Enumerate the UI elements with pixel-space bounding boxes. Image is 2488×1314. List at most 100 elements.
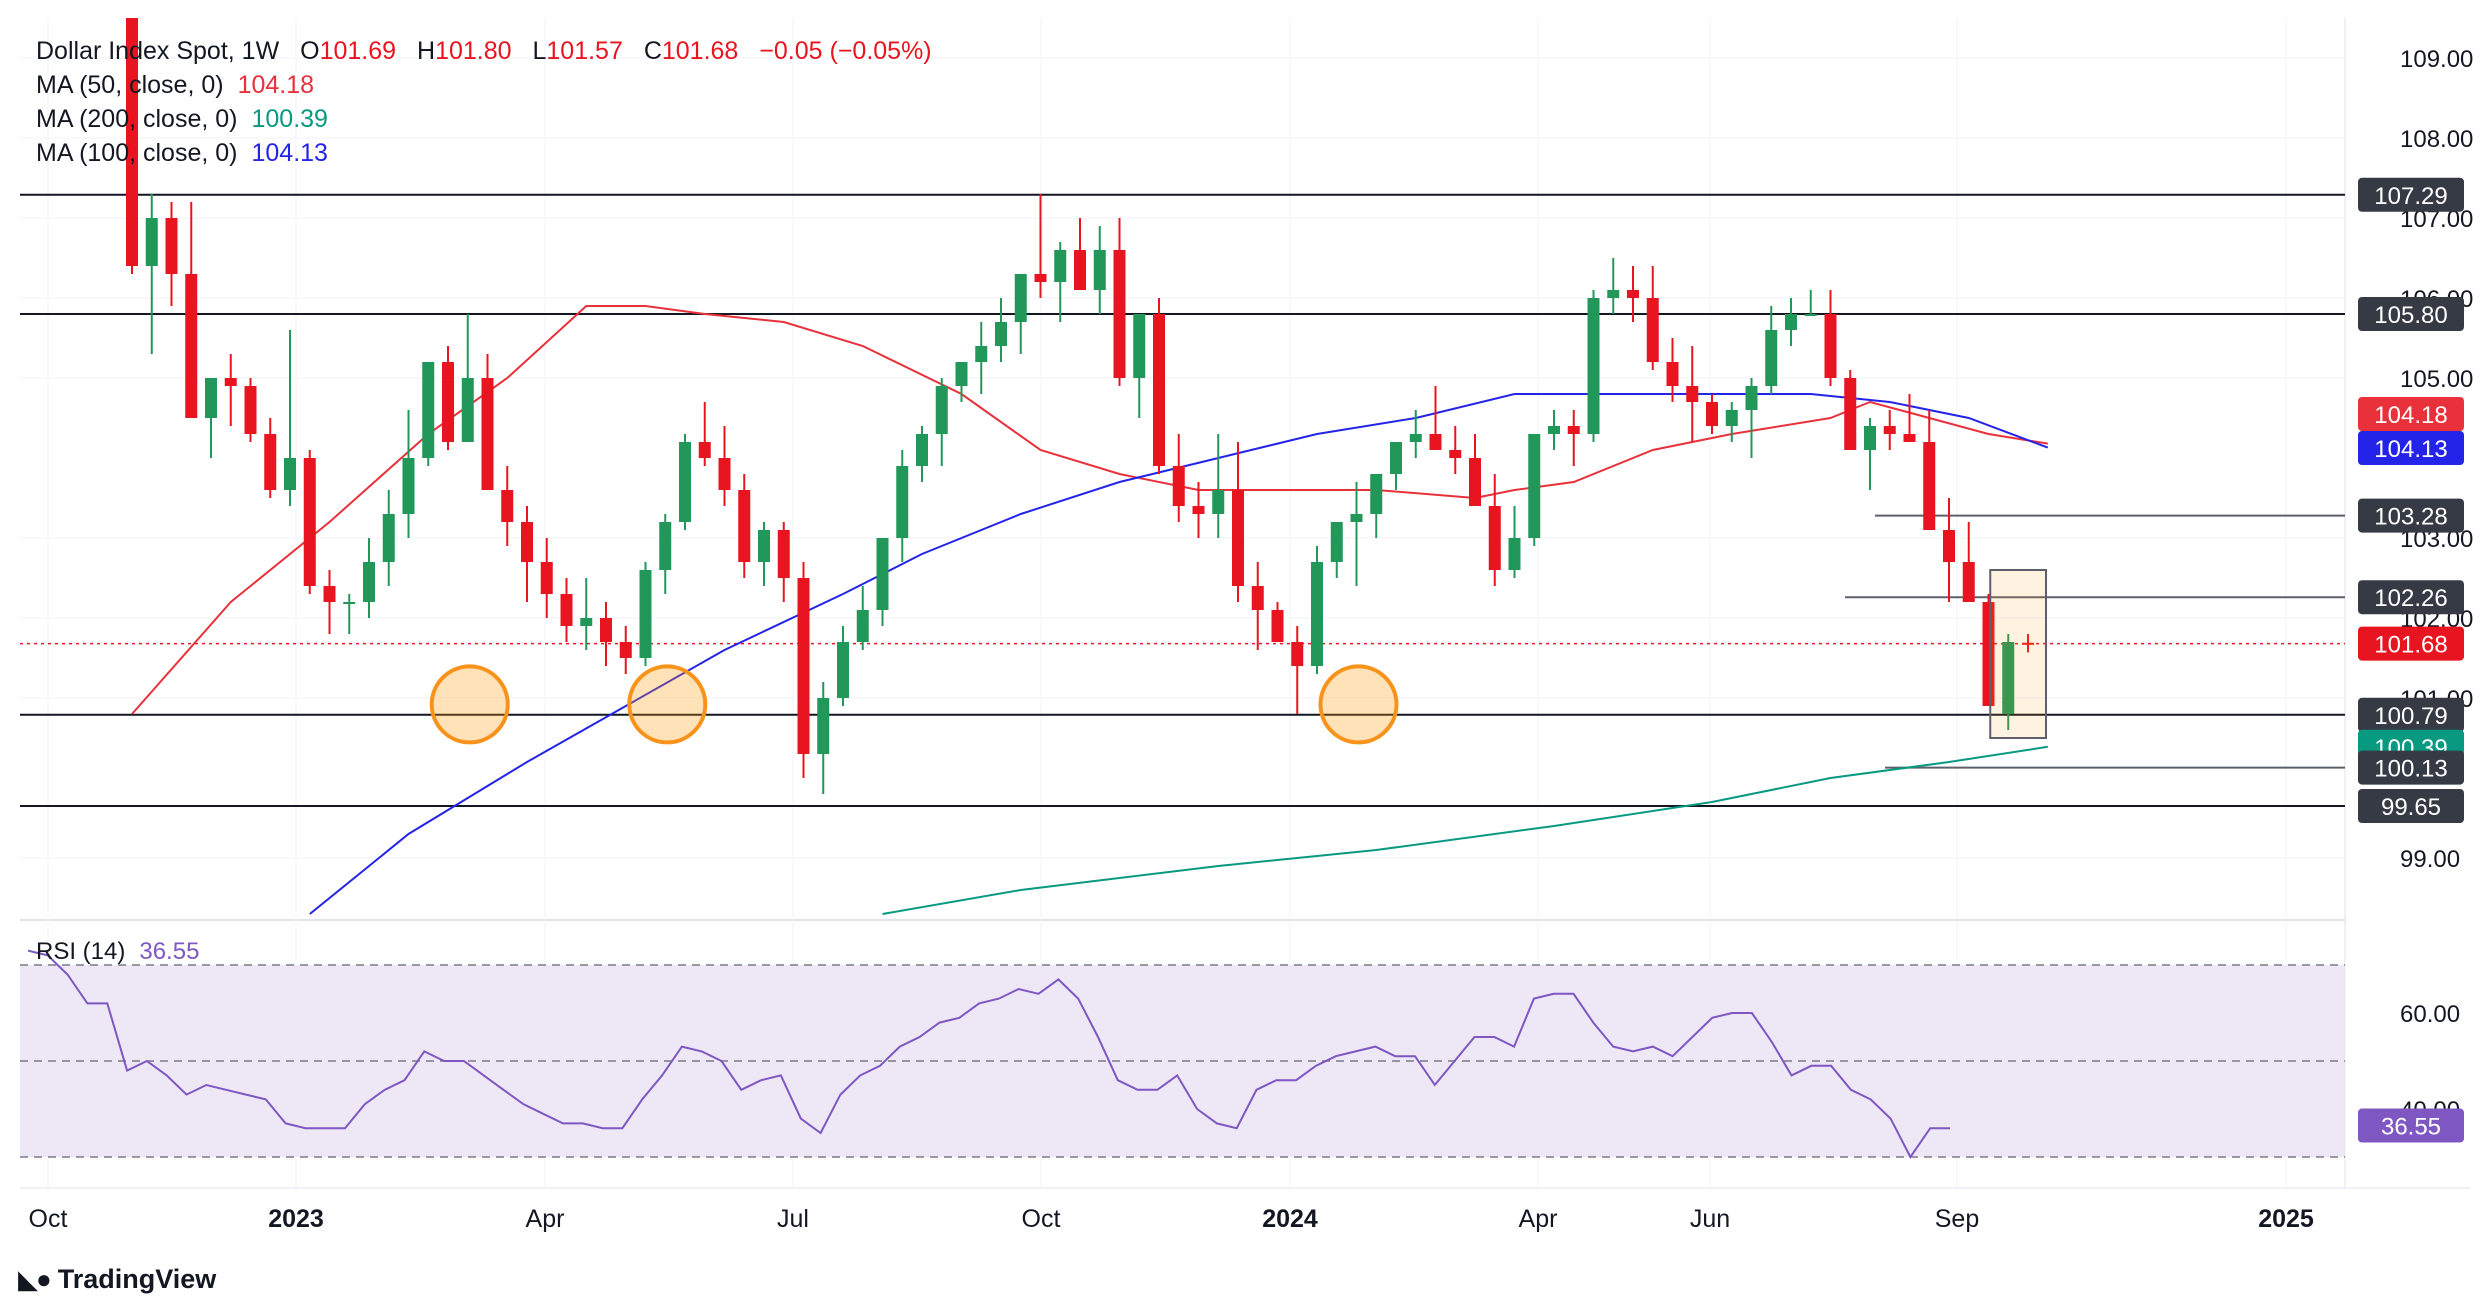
main-legend: Dollar Index Spot, 1W O101.69 H101.80 L1… bbox=[36, 34, 932, 170]
tradingview-logo-icon: ◣● bbox=[18, 1264, 52, 1294]
axes: 109.00108.00107.00106.00105.00103.00102.… bbox=[29, 46, 2474, 1233]
candle-body bbox=[2022, 642, 2034, 645]
candle-body bbox=[1528, 434, 1541, 538]
support-circle bbox=[429, 664, 510, 745]
candle-body bbox=[1093, 250, 1106, 290]
candle-body bbox=[1903, 434, 1916, 442]
time-tick-label: Oct bbox=[29, 1205, 68, 1233]
candle-body bbox=[284, 458, 296, 490]
price-badge-label: 105.80 bbox=[2374, 302, 2447, 329]
tradingview-brand[interactable]: ◣● TradingView bbox=[18, 1264, 216, 1295]
price-badge bbox=[2358, 177, 2464, 212]
candle-body bbox=[1725, 410, 1738, 426]
candle-body bbox=[1646, 298, 1659, 362]
time-tick-label: Apr bbox=[1519, 1205, 1558, 1233]
candle-body bbox=[185, 274, 198, 418]
candle-body bbox=[659, 522, 672, 570]
highlight-box bbox=[1989, 569, 2047, 739]
price-badge-label: 100.79 bbox=[2374, 703, 2447, 730]
candle-body bbox=[1192, 506, 1205, 514]
price-badge bbox=[2358, 397, 2464, 431]
high-value: 101.80 bbox=[435, 37, 512, 65]
ma50-legend: MA (50, close, 0) 104.18 bbox=[36, 68, 932, 102]
price-badge-label: 107.29 bbox=[2374, 183, 2447, 210]
candle-body bbox=[896, 466, 909, 538]
candle-body bbox=[995, 322, 1007, 346]
brand-name: TradingView bbox=[57, 1264, 217, 1294]
moving-averages bbox=[131, 305, 2049, 915]
candle-body bbox=[343, 602, 356, 604]
candle-body bbox=[1251, 586, 1264, 610]
candle-body bbox=[1844, 378, 1857, 450]
price-badge-label: 104.18 bbox=[2374, 402, 2447, 429]
candle-body bbox=[1311, 562, 1323, 666]
candle-body bbox=[560, 594, 573, 626]
candle-body bbox=[501, 490, 514, 522]
candle-body bbox=[1330, 522, 1343, 562]
candle-body bbox=[1923, 442, 1936, 530]
ma200-line bbox=[882, 745, 2048, 915]
time-tick-label: 2024 bbox=[1262, 1205, 1318, 1233]
candle-body bbox=[224, 378, 237, 386]
candle-body bbox=[1390, 442, 1402, 474]
rsi-line bbox=[27, 949, 1950, 1159]
candle-body bbox=[935, 386, 948, 434]
ma100-label: MA (100, close, 0) bbox=[36, 139, 238, 167]
candle-body bbox=[758, 530, 770, 562]
candle-body bbox=[1113, 250, 1126, 378]
candle-body bbox=[205, 378, 217, 418]
price-badge-label: 101.68 bbox=[2374, 632, 2447, 659]
candle-body bbox=[540, 562, 553, 594]
support-circle bbox=[627, 664, 708, 745]
rsi-pane bbox=[20, 949, 2345, 1159]
candle-body bbox=[856, 610, 869, 642]
change-value: −0.05 (−0.05%) bbox=[759, 37, 932, 65]
candle-body bbox=[1686, 386, 1699, 402]
candle-body bbox=[1350, 514, 1363, 522]
candle-body bbox=[777, 530, 790, 578]
close-label: C bbox=[643, 37, 662, 65]
candle-body bbox=[1034, 274, 1047, 282]
candle-body bbox=[1864, 426, 1876, 450]
candle-body bbox=[1133, 314, 1146, 378]
candle-body bbox=[1054, 250, 1067, 282]
ma50-line bbox=[131, 305, 2048, 715]
candle-body bbox=[639, 570, 652, 658]
candle-body bbox=[1982, 602, 1995, 706]
rsi-label: RSI (14) bbox=[36, 938, 126, 965]
price-tick-label: 99.00 bbox=[2400, 846, 2460, 873]
annotations bbox=[429, 569, 2047, 745]
candle-body bbox=[1370, 474, 1383, 514]
open-value: 101.69 bbox=[319, 37, 397, 65]
candle-body bbox=[876, 538, 889, 610]
time-tick-label: 2025 bbox=[2258, 1205, 2314, 1233]
candle-body bbox=[402, 458, 415, 514]
rsi-badge-label: 36.55 bbox=[2381, 1114, 2441, 1141]
horizontal-levels bbox=[20, 193, 2345, 807]
candle-body bbox=[1271, 610, 1284, 642]
time-tick-label: Jun bbox=[1690, 1205, 1730, 1233]
ma200-legend: MA (200, close, 0) 100.39 bbox=[36, 102, 932, 136]
candle-body bbox=[1745, 386, 1758, 410]
candle-body bbox=[165, 218, 178, 274]
candle-body bbox=[422, 362, 435, 458]
candle-body bbox=[1232, 490, 1244, 586]
instrument-title: Dollar Index Spot, 1W bbox=[36, 37, 280, 65]
candle-body bbox=[1488, 506, 1501, 570]
candle-body bbox=[1291, 642, 1304, 666]
candle-body bbox=[1824, 314, 1837, 378]
candle-body bbox=[1943, 530, 1955, 562]
candle-body bbox=[521, 522, 533, 562]
price-tick-label: 109.00 bbox=[2400, 46, 2473, 73]
price-badge bbox=[2358, 697, 2464, 732]
candle-body bbox=[1212, 490, 1225, 514]
candle-body bbox=[837, 642, 849, 698]
candle-body bbox=[2002, 642, 2015, 714]
candlesticks bbox=[126, 18, 2034, 794]
candle-body bbox=[1153, 314, 1165, 466]
candle-body bbox=[1409, 434, 1422, 442]
price-badge-label: 100.13 bbox=[2374, 756, 2447, 783]
candle-body bbox=[264, 434, 277, 490]
time-tick-label: Jul bbox=[777, 1205, 809, 1233]
